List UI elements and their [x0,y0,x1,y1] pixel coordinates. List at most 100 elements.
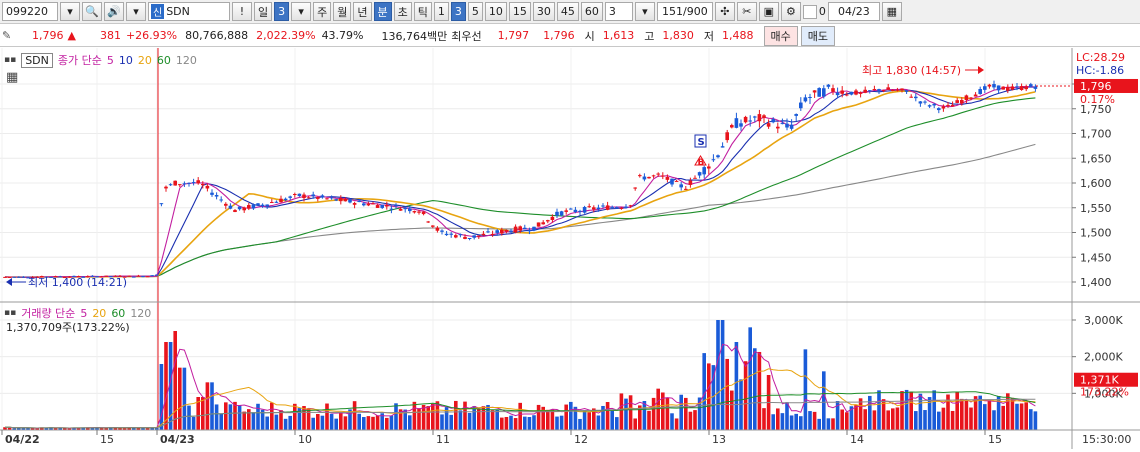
candle-body [242,207,246,211]
candle-body [435,227,440,231]
volume-bar [1019,403,1024,430]
candle-body [7,276,12,278]
candle-body [964,95,969,101]
volume-bar [1024,402,1028,430]
calendar-button[interactable]: ▦ [881,2,902,21]
date-input[interactable]: 04/23 [827,2,880,21]
interval-count-input[interactable]: 3 [604,2,633,21]
volume-bar [835,401,840,430]
period-day-button[interactable]: 일 [254,2,273,21]
chart-area[interactable]: 최고 1,830 (14:57) 최저 1,400 (14:21) SB 1,800… [0,48,1140,449]
volume-bar [150,427,154,430]
candle-body [904,90,909,92]
candle-body [196,180,200,184]
period-minute-button[interactable]: 분 [373,2,392,21]
price-change: 381 [99,29,121,42]
alert-button[interactable]: ! [232,2,252,21]
candle-body [256,203,260,206]
axes: 1,8001,7501,7001,6501,6001,5501,5001,450… [0,48,1140,449]
grid-lines [0,48,1072,430]
draw-tool-button[interactable]: ✂ [736,2,757,21]
candle-body [840,90,844,94]
candle-body [283,198,288,201]
chevron-down-icon: ▾ [67,5,73,18]
candle-body [421,211,426,215]
minute-15-button[interactable]: 15 [508,2,531,21]
search-button[interactable]: 🔍 [82,2,102,21]
volume-bar [776,408,780,430]
volume-bar [454,400,458,430]
data-range-field[interactable]: 151/900 [656,2,713,21]
minute-10-button[interactable]: 10 [484,2,507,21]
trade-amount: 136,764백만 [381,29,448,43]
volume-bar [233,401,237,430]
sell-signal-label: S [698,137,705,148]
volume-bar [610,410,614,430]
candle-body [647,176,651,179]
sound-button[interactable]: 🔊 [104,2,124,21]
minute-45-button[interactable]: 45 [556,2,579,21]
sell-button[interactable]: 매도 [800,25,835,46]
volume-bar [1001,405,1005,430]
save-button[interactable]: ▣ [758,2,779,21]
current-volume-box [1074,372,1138,387]
checkbox[interactable] [802,4,817,19]
trade-volume: 80,766,888 [185,29,249,42]
symbol-label[interactable]: SDN [21,52,53,68]
period-week-button[interactable]: 주 [313,2,332,21]
candle-body [385,205,389,207]
interval-dropdown-button[interactable]: ▾ [634,2,655,21]
period-month-button[interactable]: 월 [333,2,352,21]
candle-body [260,204,265,207]
candle-body [679,184,683,188]
volume-bar [256,403,260,430]
candle-body [352,203,357,205]
volume-bar [141,428,145,430]
volume-bar [546,409,550,430]
time-tick-label: 15 [988,433,1002,446]
candle-body [766,123,771,127]
buy-button[interactable]: 매수 [763,25,798,46]
sound-dropdown-button[interactable]: ▾ [126,2,146,21]
period-dropdown-button[interactable]: ▾ [291,2,312,21]
volume-bar [964,400,969,430]
settings-button[interactable]: ⚙ [780,2,801,21]
minute-60-button[interactable]: 60 [580,2,603,21]
candle-body [812,90,817,93]
volume-bar [173,331,177,430]
grid-icon-wrap[interactable]: ▦ [6,70,18,85]
minute-5-button[interactable]: 5 [467,2,483,21]
time-tick-label: 10 [298,433,312,446]
stock-name-field[interactable]: 신 SDN [148,2,230,21]
volume-bar [412,401,417,430]
volume-bar [946,394,950,430]
volume-bar [527,417,532,430]
volume-bar [564,404,568,430]
minute-30-button[interactable]: 30 [532,2,555,21]
volume-bar [555,416,559,430]
chevron-down-icon: ▾ [298,5,304,18]
quote-bar: ✎ 1,796 ▲ 381 +26.93% 80,766,888 2,022.3… [0,25,1140,47]
minute-3-button[interactable]: 3 [450,2,466,21]
volume-bar [104,427,108,430]
crosshair-button[interactable]: ✣ [714,2,735,21]
chart-canvas[interactable]: 최고 1,830 (14:57) 최저 1,400 (14:21) SB 1,800… [0,48,1140,449]
candle-body [159,203,164,205]
volume-bar [288,415,292,430]
period-year-button[interactable]: 년 [353,2,372,21]
volume-bar [495,409,499,430]
period-day-count[interactable]: 3 [274,2,290,21]
minute-1-button[interactable]: 1 [433,2,449,21]
stock-code-input[interactable]: 099220 [2,2,58,21]
candle-body [49,276,53,278]
period-second-button[interactable]: 초 [393,2,412,21]
volume-bar [532,415,536,430]
time-tick-label: 15 [100,433,114,446]
code-dropdown-button[interactable]: ▾ [60,2,80,21]
candle-body [325,198,329,200]
buy-signal-marker [694,155,707,166]
period-tick-button[interactable]: 틱 [413,2,432,21]
volume-bar [122,428,127,430]
open-label: 시 [584,29,595,43]
volume-bar [435,401,440,430]
